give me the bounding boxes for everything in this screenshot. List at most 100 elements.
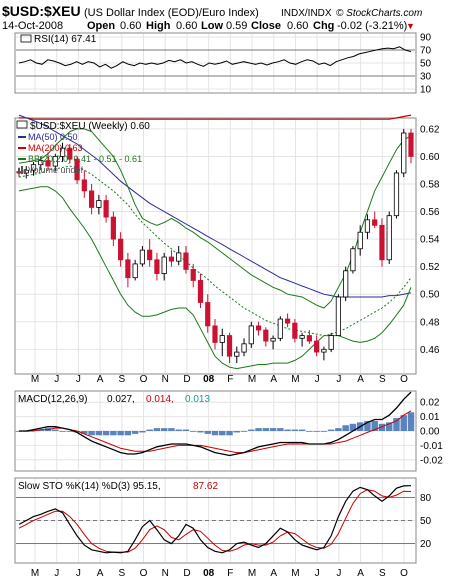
macd-histogram-bar (233, 431, 241, 433)
macd-histogram-bar (66, 431, 74, 432)
x-tick-label-bottom: A (357, 568, 364, 579)
macd-histogram-bar (335, 428, 342, 431)
candle-body (205, 302, 211, 327)
x-tick-label: 08 (203, 374, 215, 385)
y-tick-label: 0.52 (420, 262, 440, 273)
ma200-legend: MA(200) 0.63 (28, 143, 83, 153)
candle-body (284, 318, 291, 324)
ma50-legend: MA(50) 0.50 (28, 132, 78, 142)
ma200-line (19, 114, 412, 120)
y-tick-label: 80 (420, 493, 432, 504)
macd-histogram-bar (378, 423, 386, 431)
candle-body (270, 337, 276, 342)
price-legend: $USD:$XEU (Weekly) 0.60 (30, 121, 150, 132)
macd-histogram-bar (182, 429, 190, 431)
candle-body (226, 335, 233, 357)
macd-histogram-bar (211, 431, 219, 436)
bb-lower-line (18, 186, 412, 370)
candle-body (299, 335, 305, 339)
y-tick-label: 90 (420, 33, 432, 44)
macd-histogram-bar (146, 429, 153, 431)
x-tick-label-bottom: J (315, 568, 320, 579)
x-tick-label: O (140, 374, 148, 385)
y-tick-label: 0.02 (420, 398, 440, 409)
open-label: Open (87, 20, 115, 32)
close-value: 0.60 (287, 20, 308, 32)
chg-label: Chg (313, 20, 334, 32)
macd-histogram-bar (160, 428, 168, 431)
candle-body (292, 322, 298, 339)
candle-body (190, 269, 196, 281)
x-tick-label-bottom: M (31, 568, 39, 579)
macd-signal-line (19, 410, 412, 454)
x-tick-label-bottom: 08 (203, 568, 215, 579)
y-tick-label: 30 (420, 72, 432, 83)
macd-histogram-bar (204, 431, 211, 434)
macd-histogram-bar (59, 431, 66, 432)
x-tick-label: M (248, 374, 256, 385)
candle-body (81, 179, 87, 192)
macd-histogram-bar (371, 420, 378, 431)
x-tick-label-bottom: J (76, 568, 81, 579)
sto-k-line (18, 485, 412, 554)
low-value: 0.59 (226, 20, 247, 32)
macd-histogram-bar (342, 425, 349, 431)
macd-histogram-bar (131, 431, 139, 434)
macd-histogram-bar (139, 431, 146, 433)
x-tick-label: S (118, 374, 125, 385)
candle-body (110, 216, 116, 240)
macd-histogram-bar (95, 431, 103, 436)
candle-body (161, 256, 167, 274)
candle-body (263, 329, 269, 342)
candle-body (364, 219, 371, 233)
macd-histogram-bar (88, 431, 95, 436)
x-tick-label-bottom: N (162, 568, 169, 579)
candle-body (393, 172, 400, 217)
x-tick-label: A (97, 374, 104, 385)
x-tick-label-bottom: M (291, 568, 299, 579)
close-label: Close (251, 20, 281, 32)
macd-histogram-bar (52, 429, 59, 431)
macd-histogram-bar (385, 422, 393, 431)
macd-histogram-bar (400, 415, 407, 431)
sto-d-line (18, 489, 412, 553)
candle-body (350, 248, 356, 272)
rsi-line (18, 46, 412, 69)
candle-body (147, 249, 153, 261)
bb-legend: BB(20,2.0) 0.41 - 0.51 - 0.61 (28, 154, 142, 164)
macd-histogram-bar (240, 431, 248, 432)
macd-histogram-bar (168, 428, 175, 431)
macd-histogram-bar (320, 431, 328, 432)
x-tick-label-bottom: J (54, 568, 59, 579)
watermark: © StockCharts.com (336, 8, 422, 19)
candle-body (357, 231, 363, 250)
x-tick-label: J (336, 374, 341, 385)
macd-histogram-bar (30, 429, 37, 431)
chg-value: -0.02 (-3.21%) (337, 20, 407, 32)
candle-body (379, 224, 385, 261)
x-tick-label-bottom: J (336, 568, 341, 579)
candle-body (255, 325, 262, 331)
y-tick-labels: 90 70 50 30 10 0.62 0.60 0.58 0.56 0.54 0.52 0.50 0.… (420, 33, 443, 551)
macd-histogram-bar (364, 420, 371, 431)
candlesticks (16, 128, 414, 364)
candle-body (103, 200, 109, 218)
low-label: Low (201, 20, 223, 32)
x-tick-label: M (291, 374, 299, 385)
y-tick-label: 50 (420, 59, 432, 70)
candle-body (306, 335, 312, 342)
candle-body (30, 164, 37, 171)
y-tick-label: 0.60 (420, 152, 440, 163)
signal-value: 0.014, (146, 394, 174, 405)
candle-body (176, 252, 182, 262)
candle-body (67, 147, 73, 160)
chg-down-arrow-icon: ▼ (406, 21, 415, 31)
candle-body (277, 318, 283, 339)
candle-body (321, 348, 327, 353)
macd-histogram-bar (37, 429, 45, 431)
high-label: High (146, 20, 171, 32)
header-exchange: INDX/INDX (281, 8, 332, 19)
x-tick-label-bottom: O (140, 568, 148, 579)
header-date: 14-Oct-2008 (2, 20, 63, 32)
gridlines (16, 34, 415, 562)
